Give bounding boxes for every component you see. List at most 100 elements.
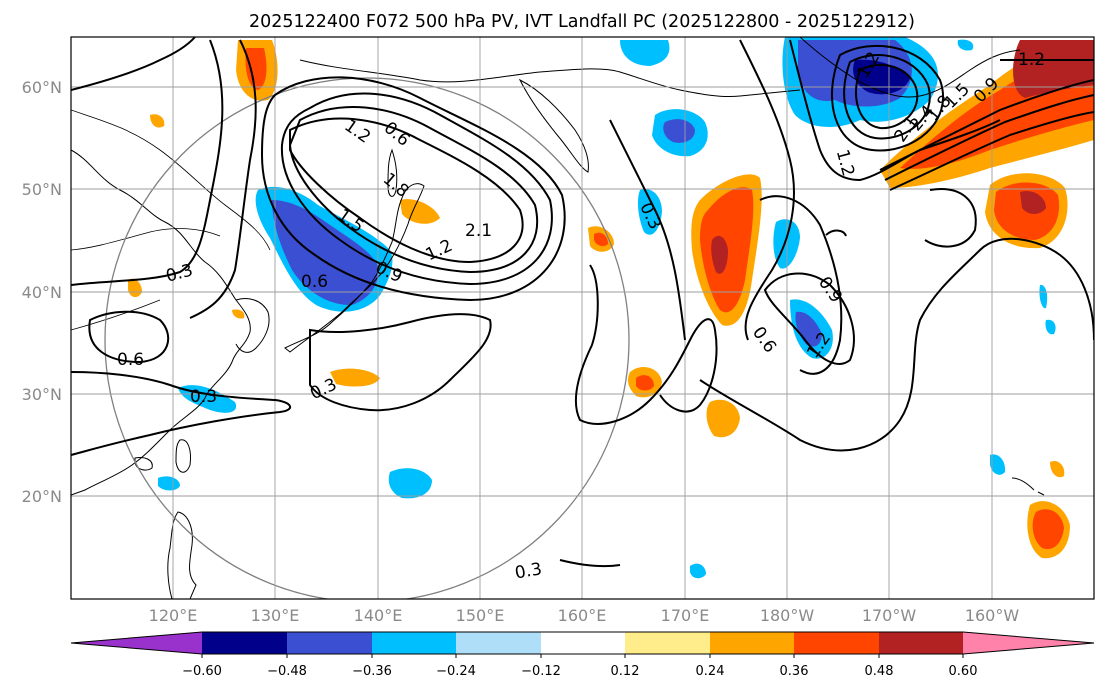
borders [71,109,271,331]
pv-contour [559,559,621,568]
colorbar-segment [372,632,456,654]
negative-pv-region [690,563,706,579]
negative-pv-region [388,468,432,499]
positive-pv-region [245,48,267,90]
negative-pv-region [1039,284,1048,309]
negative-pv-core [663,119,695,143]
lat-label: 40°N [22,283,62,302]
border-line [71,228,221,251]
lon-label: 180°W [760,606,815,625]
colorbar-ticks [201,654,964,658]
pv-contour [574,264,718,425]
lon-label: 140°E [354,606,403,625]
pv-contour [71,37,196,91]
colorbar-segment [879,632,963,654]
lon-label: 160°E [558,606,607,625]
colorbar-tick-labels: −0.60 −0.48 −0.36 −0.24 −0.12 0.12 0.24 … [182,664,977,679]
pv-contour [280,92,553,286]
colorbar-segment [287,632,372,654]
colorbar-segment [541,632,625,654]
positive-pv-region [636,375,654,391]
pv-contour [855,64,919,130]
coastline-siberia [299,59,741,97]
pv-contour [763,272,855,365]
pv-contour [71,371,291,456]
positive-pv-region [128,278,142,298]
lat-label: 50°N [22,180,62,199]
colorbar-tick-label: 0.48 [865,664,894,679]
colorbar-tick-label: 0.12 [611,664,640,679]
positive-pv-region [330,368,380,387]
lon-label: 130°E [251,606,300,625]
colorbar-extend-low [71,632,202,654]
coastline-korea [235,298,270,353]
pv-contour [699,237,1094,452]
contour-label: 1.2 [1018,50,1045,70]
pv-contour [879,79,1094,171]
negative-pv-region [620,40,670,66]
contour-label: 0.6 [117,350,144,370]
lon-label: 170°E [661,606,710,625]
colorbar-tick-label: 0.36 [780,664,809,679]
negative-pv-core [272,200,379,306]
colorbar-tick-label: 0.60 [949,664,978,679]
negative-pv-region [158,476,180,491]
colorbar-tick-label: −0.60 [182,664,222,679]
contour-label: 0.6 [301,272,328,292]
positive-pv-region [150,114,165,128]
contour-label: 2.1 [465,221,492,241]
colorbar-tick-label: 0.24 [696,664,725,679]
coastline-taiwan [175,439,191,473]
colorbar-tick-label: −0.48 [267,664,307,679]
coastline-japan [284,183,425,353]
positive-pv-core [1013,40,1094,98]
pv-contour [609,119,686,341]
pv-contour [71,39,224,286]
pv-contour [739,39,795,341]
pv-contour [831,44,944,152]
positive-pv-core [711,235,728,274]
border-line [71,299,161,331]
coastline-alaska [799,37,1021,98]
pv-contour [288,105,539,274]
lat-label: 30°N [22,385,62,404]
lon-label: 160°W [965,606,1020,625]
map-frame [70,36,1095,600]
lon-label: 170°W [862,606,917,625]
map-title: 2025122400 F072 500 hPa PV, IVT Landfall… [249,12,915,32]
colorbar-segment [710,632,794,654]
lat-label: 20°N [22,487,62,506]
coastline-aleutians [739,89,801,97]
latitude-labels: 60°N 50°N 40°N 30°N 20°N [22,78,62,506]
colorbar-extend-high [963,632,1094,654]
pv-contour [759,195,843,375]
map-panel: 1.2 0.6 1.8 1.5 2.1 1.2 0.9 0.6 0.3 0.6 … [70,36,1095,600]
colorbar-segment [625,632,710,654]
colorbar-segment [456,632,541,654]
coastline-kamchatka [518,78,589,173]
negative-pv-region [1045,319,1056,335]
pv-contour [309,313,492,412]
colorbar-tick-label: −0.12 [521,664,561,679]
contour-label: 0.3 [190,387,217,407]
pv-contour [924,188,977,248]
positive-pv-region [594,232,608,247]
positive-pv-region [706,399,740,438]
positive-pv-region [232,309,245,319]
gridlines [71,37,1094,599]
pv-contour [884,94,1094,181]
lon-label: 150°E [456,606,505,625]
range-circle [104,77,630,599]
colorbar: −0.60 −0.48 −0.36 −0.24 −0.12 0.12 0.24 … [70,631,1095,679]
negative-pv-region [957,39,974,51]
pv-contour [843,54,931,140]
pv-contour [260,76,566,302]
colorbar-tick-label: −0.36 [352,664,392,679]
lat-label: 60°N [22,78,62,97]
coastline-philippines [167,511,197,599]
pv-contour [189,39,257,319]
negative-pv-region [990,454,1006,475]
pv-contour [825,229,847,237]
negative-pv-region [637,189,662,235]
